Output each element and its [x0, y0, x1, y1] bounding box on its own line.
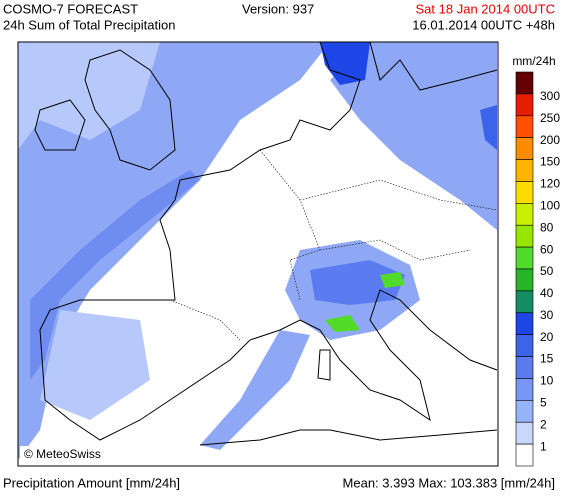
legend-label: 80 — [540, 220, 554, 234]
legend-swatch — [515, 181, 534, 204]
legend-label: 10 — [540, 374, 554, 388]
legend-swatch — [515, 334, 534, 357]
legend-swatch — [515, 268, 534, 292]
legend-label: 150 — [540, 155, 560, 169]
legend-label: 1 — [540, 439, 547, 453]
subtitle: 24h Sum of Total Precipitation — [3, 17, 175, 32]
footer-right: Mean: 3.393 Max: 103.383 [mm/24h] — [343, 475, 555, 490]
legend-swatch — [515, 356, 534, 379]
map: © MeteoSwiss — [17, 41, 499, 467]
legend-label: 15 — [540, 352, 554, 366]
legend-swatch — [515, 115, 534, 138]
legend-swatch — [515, 159, 534, 182]
legend-swatch — [515, 421, 534, 445]
legend-swatch — [515, 224, 534, 248]
legend-unit: mm/24h — [512, 54, 555, 68]
legend-label: 40 — [540, 286, 554, 300]
legend-label: 120 — [540, 177, 560, 191]
legend-label: 5 — [540, 396, 547, 410]
footer-left: Precipitation Amount [mm/24h] — [3, 475, 180, 490]
legend-swatch — [515, 71, 534, 95]
legend-label: 2 — [540, 417, 547, 431]
legend-label: 250 — [540, 111, 560, 125]
legend-label: 60 — [540, 242, 554, 256]
credit: © MeteoSwiss — [24, 447, 101, 461]
legend-swatch — [515, 290, 534, 314]
legend: 300 250 200 150 120 100 80 60 50 40 30 20 15 10 5 2 1 — [515, 71, 560, 467]
legend-swatch — [515, 246, 534, 270]
legend-swatch — [515, 93, 534, 117]
legend-swatch — [515, 443, 534, 467]
legend-swatch — [515, 137, 534, 160]
run-time: 16.01.2014 00UTC +48h — [412, 17, 555, 32]
legend-label: 300 — [540, 89, 560, 103]
legend-label: 20 — [540, 330, 554, 344]
title: COSMO-7 FORECAST — [3, 1, 138, 16]
version: Version: 937 — [242, 1, 314, 16]
legend-label: 200 — [540, 133, 560, 147]
legend-swatch — [515, 378, 534, 401]
legend-swatch — [515, 312, 534, 335]
legend-label: 30 — [540, 308, 554, 322]
legend-label: 50 — [540, 264, 554, 278]
legend-swatch — [515, 400, 534, 423]
valid-time: Sat 18 Jan 2014 00UTC — [416, 1, 555, 16]
legend-swatch — [515, 203, 534, 226]
legend-label: 100 — [540, 199, 560, 213]
